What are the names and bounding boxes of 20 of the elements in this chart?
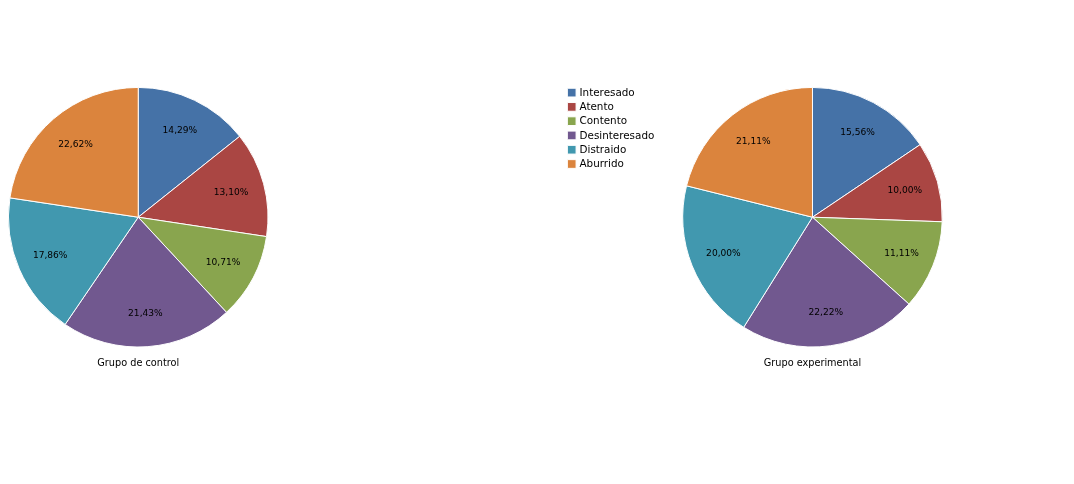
data-label: 21,43% xyxy=(128,307,164,318)
legend-label: Desinteresado xyxy=(579,128,655,141)
data-label: 10,71% xyxy=(205,256,241,267)
text: Grupo experimental xyxy=(763,356,862,368)
data-label: 20,00% xyxy=(706,247,742,258)
data-label: 15,56% xyxy=(840,127,876,138)
legend-label: Atento xyxy=(579,100,614,113)
legend-label: Interesado xyxy=(579,85,635,98)
data-label: 13,10% xyxy=(213,186,249,197)
legend-label: Distraido xyxy=(579,142,627,155)
data-label: 17,86% xyxy=(32,250,68,261)
data-label: 21,11% xyxy=(736,136,772,147)
text: Grupo de control xyxy=(97,356,180,368)
data-label: 11,11% xyxy=(884,247,920,258)
data-label: 22,22% xyxy=(808,306,844,317)
data-label: 22,62% xyxy=(58,139,94,150)
legend-label: Aburrido xyxy=(579,157,624,170)
legend-label: Contento xyxy=(579,114,628,127)
data-label: 10,00% xyxy=(887,185,923,196)
data-label: 14,29% xyxy=(162,125,198,136)
